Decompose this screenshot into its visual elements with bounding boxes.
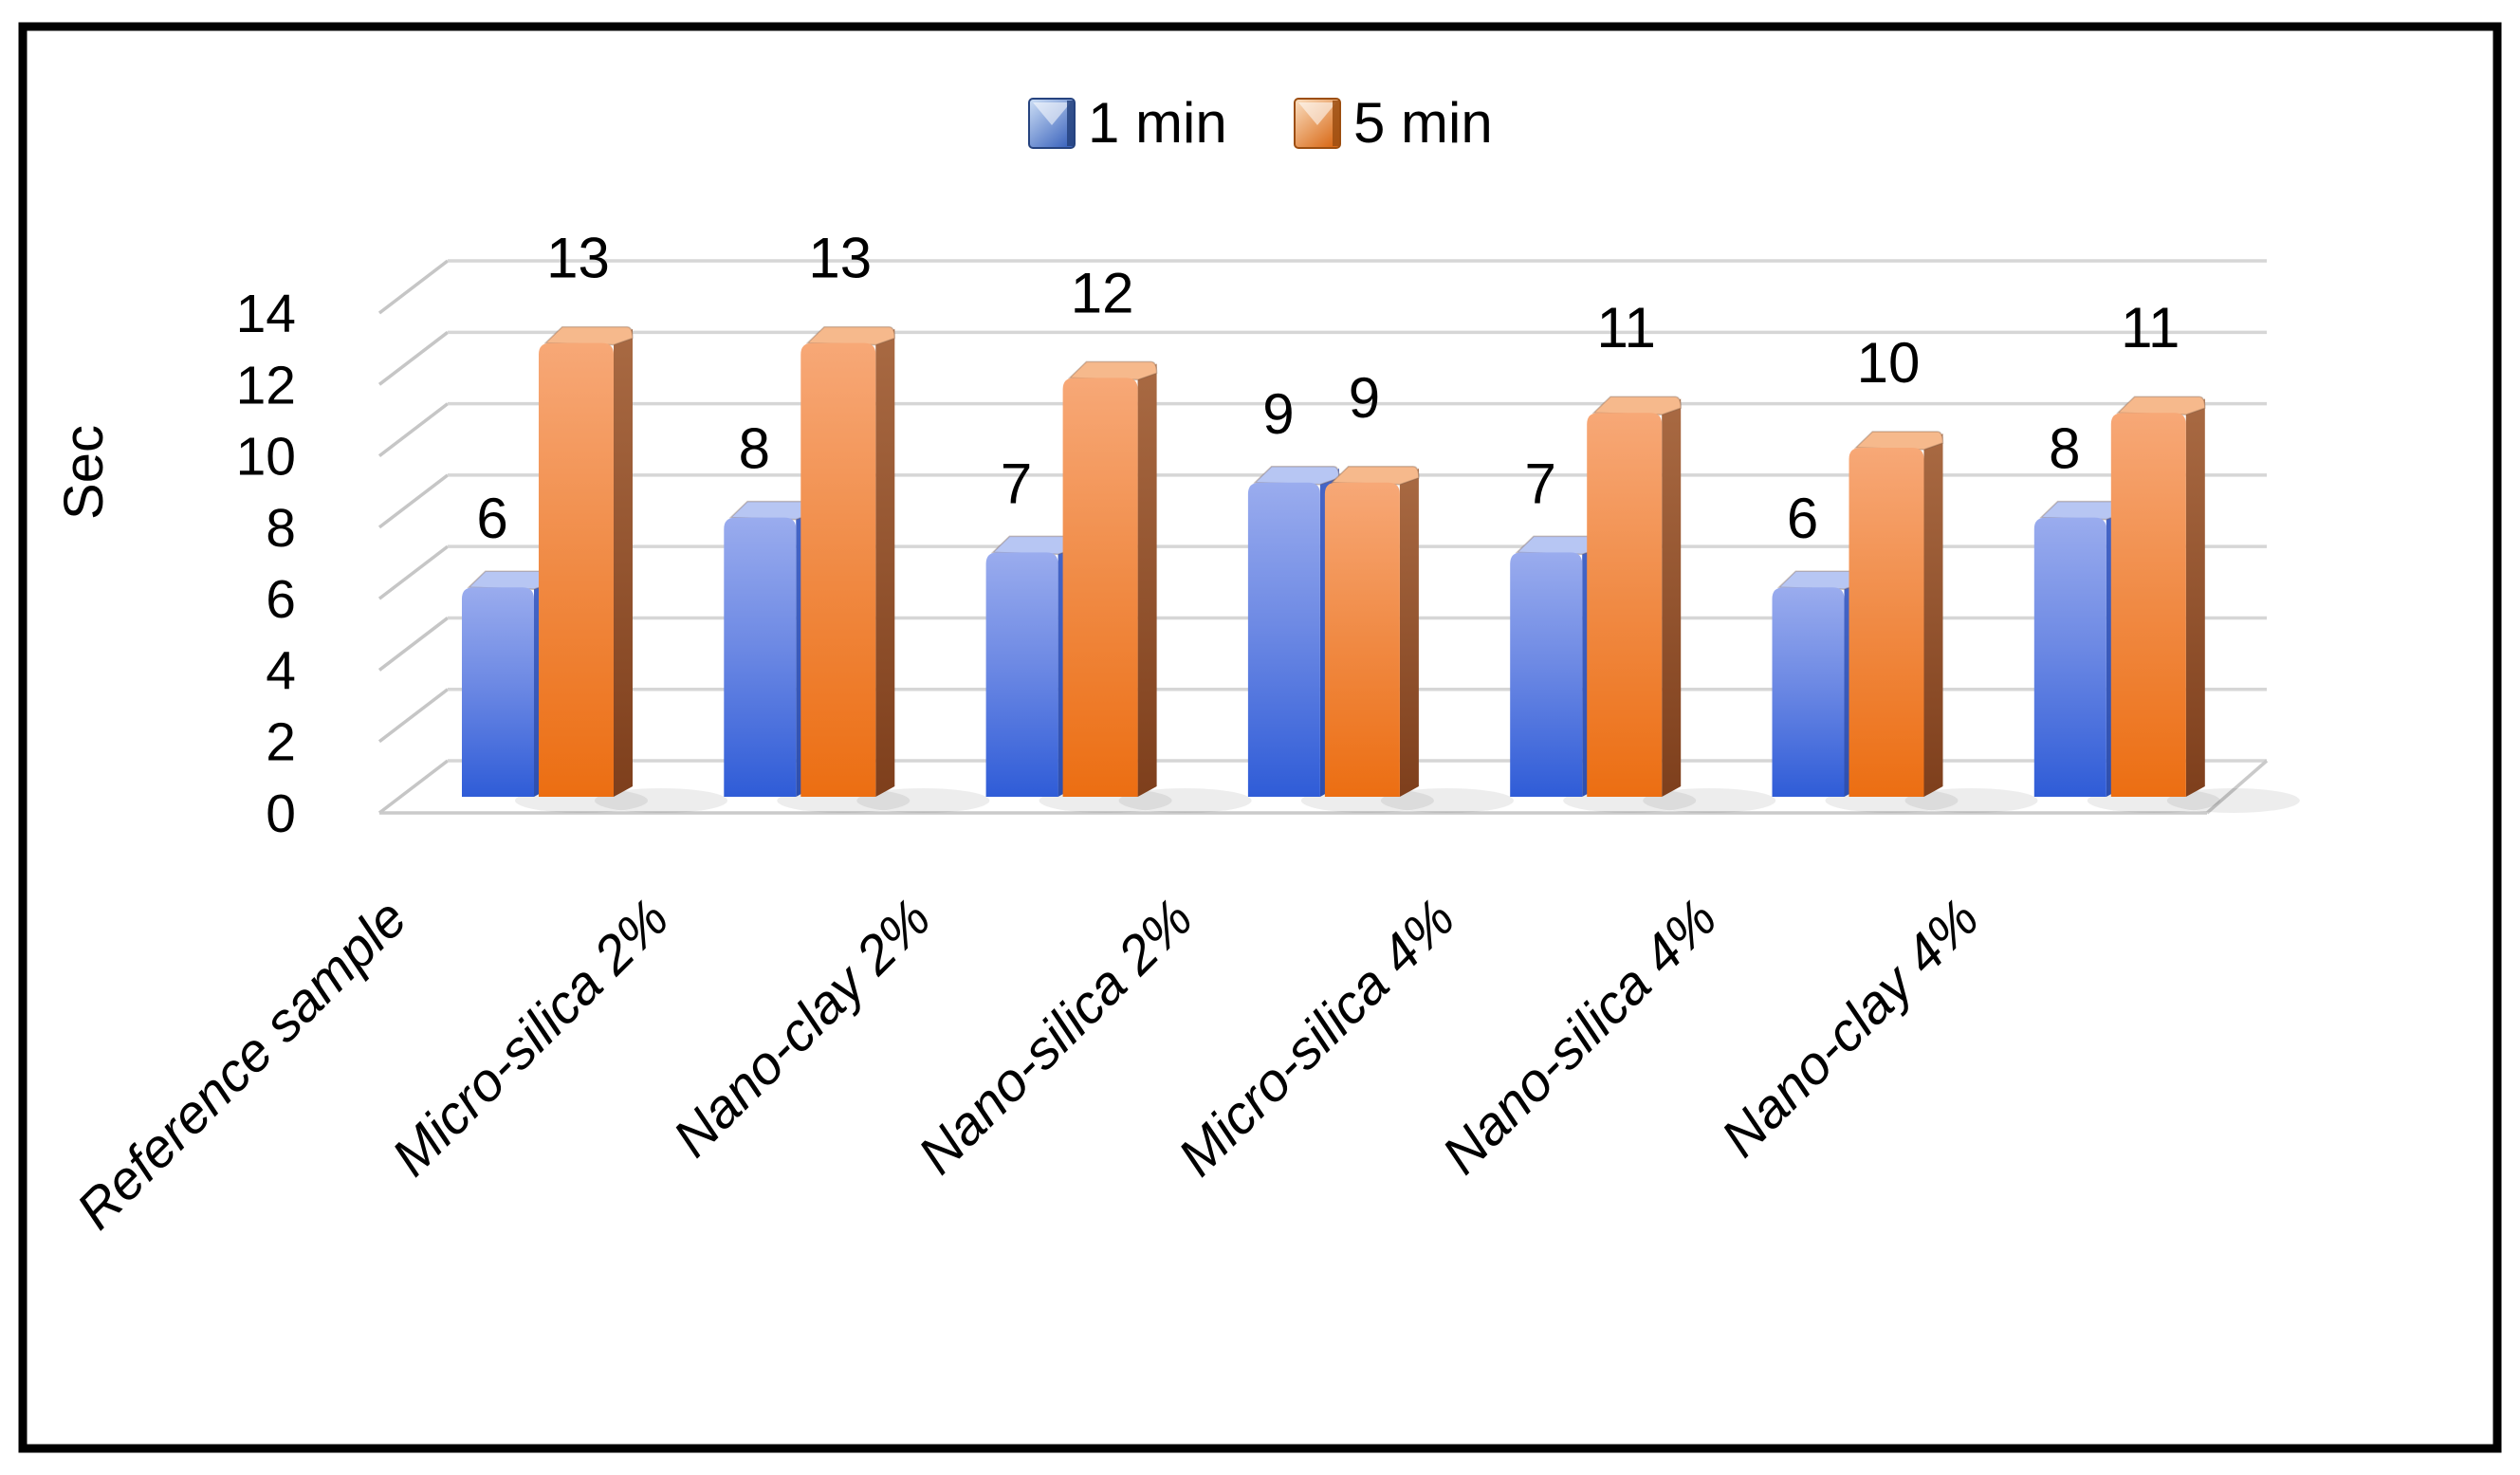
- gridline-wall-diagonal: [377, 402, 450, 457]
- bar-5min-top-face: [1591, 396, 1682, 415]
- bar-1min-front-face: [1247, 482, 1320, 797]
- bar-5min-shadow: [856, 788, 990, 813]
- bar-5min-side-face: [2185, 398, 2205, 797]
- bar-5min-shadow: [1118, 788, 1252, 813]
- bar-5min-front-face: [1587, 413, 1663, 797]
- bar-5min-top-face: [1067, 360, 1158, 381]
- bar-1min-front-face: [1510, 552, 1583, 797]
- legend-item: 1 min: [1028, 91, 1227, 155]
- y-tick-label: 12: [236, 355, 296, 415]
- y-tick-label: 0: [266, 784, 296, 844]
- bar-5min-side-face: [1662, 398, 1682, 797]
- data-label-1min: 6: [476, 487, 507, 550]
- data-label-1min: 8: [739, 417, 770, 481]
- bar-5min-top-face: [1330, 466, 1420, 486]
- bar-5min-side-face: [1137, 363, 1157, 797]
- bar-5min-front-face: [2110, 413, 2186, 797]
- legend: 1 min 5 min: [1028, 91, 1493, 155]
- legend-item: 5 min: [1294, 91, 1493, 155]
- y-tick-label: 8: [266, 498, 296, 559]
- data-label-1min: 6: [1787, 487, 1818, 550]
- bar-pair-2: [724, 325, 990, 813]
- y-tick-label: 2: [266, 712, 296, 773]
- legend-label: 1 min: [1088, 91, 1227, 155]
- bar-1min-front-face: [2033, 517, 2106, 797]
- y-tick-label: 10: [236, 427, 296, 488]
- gridline-wall-diagonal: [377, 759, 450, 815]
- data-label-1min: 8: [2049, 417, 2080, 481]
- gridline-wall-diagonal: [377, 473, 450, 529]
- bar-pair-6: [1772, 431, 2038, 813]
- y-tick-label: 6: [266, 569, 296, 630]
- bar-1min-front-face: [1772, 587, 1845, 797]
- bar-5min-side-face: [1399, 468, 1419, 797]
- bar-5min-front-face: [1849, 448, 1924, 797]
- bar-5min-shadow: [1904, 788, 2038, 813]
- swatch-sheen: [1298, 102, 1336, 125]
- gridline-wall-diagonal: [377, 617, 450, 672]
- y-axis-tick-labels: 0 2 4 6 8 10 12 14: [236, 284, 296, 844]
- y-axis-title: Sec: [53, 425, 115, 520]
- bar-5min-side-face: [1923, 433, 1943, 797]
- bar-pair-3: [985, 360, 1252, 813]
- bar-pair-1: [462, 325, 727, 813]
- gridline-wall-diagonal: [377, 259, 450, 315]
- swatch-sheen: [1033, 102, 1071, 125]
- data-label-1min: 7: [1525, 452, 1556, 515]
- bar-1min-front-face: [724, 517, 797, 797]
- bar-5min-top-face: [2116, 396, 2206, 415]
- bar-5min-front-face: [1062, 378, 1138, 797]
- bar-5min-shadow: [595, 788, 727, 813]
- bar-5min-top-face: [1853, 431, 1944, 451]
- bar-5min-shadow: [2166, 788, 2300, 813]
- bar-5min-top-face: [543, 325, 634, 346]
- bar-5min-top-face: [805, 325, 896, 346]
- bar-5min-front-face: [539, 342, 614, 797]
- data-label-5min: 13: [546, 227, 610, 290]
- data-label-5min: 11: [2121, 296, 2180, 360]
- data-label-1min: 7: [1001, 452, 1032, 515]
- bar-pair-4: [1247, 466, 1514, 813]
- data-label-5min: 13: [808, 227, 872, 290]
- data-label-5min: 10: [1857, 331, 1921, 395]
- bar-5min-side-face: [875, 328, 895, 797]
- bar-1min-front-face: [462, 587, 534, 797]
- data-labels: 6 13 8 13 7 12 9 9 7 11 6 10 8 11: [476, 227, 2180, 551]
- y-tick-label: 4: [266, 640, 296, 701]
- bar-1min-front-face: [985, 552, 1058, 797]
- data-label-5min: 12: [1071, 261, 1134, 324]
- swatch-edge: [1067, 101, 1075, 146]
- bar-5min-front-face: [1324, 482, 1400, 797]
- swatch-edge: [1333, 101, 1340, 146]
- data-label-5min: 9: [1349, 366, 1380, 430]
- bars: [462, 325, 2300, 813]
- bar-5min-front-face: [800, 342, 876, 797]
- gridline-wall-diagonal: [377, 688, 450, 744]
- data-label-1min: 9: [1262, 382, 1294, 446]
- gridline-wall-diagonal: [377, 544, 450, 600]
- bar-pair-7: [2033, 396, 2300, 813]
- y-tick-label: 14: [236, 284, 296, 344]
- figure-border: [18, 22, 2502, 1453]
- data-label-5min: 11: [1597, 296, 1656, 360]
- legend-label: 5 min: [1353, 91, 1493, 155]
- bar-5min-side-face: [614, 328, 633, 797]
- bar-5min-shadow: [1380, 788, 1514, 813]
- gridline-wall-diagonal: [377, 330, 450, 386]
- bar-pair-5: [1510, 396, 1776, 813]
- bar-5min-shadow: [1643, 788, 1776, 813]
- floor-right-edge: [2205, 759, 2269, 815]
